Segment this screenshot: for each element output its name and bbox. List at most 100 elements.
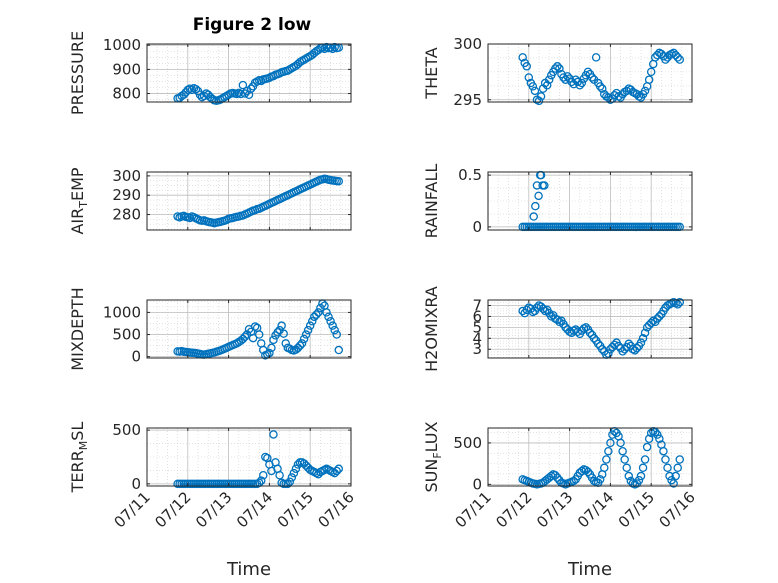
- axes-frame: [146, 427, 352, 487]
- data-point: [328, 44, 337, 54]
- data-point: [256, 476, 266, 485]
- data-point: [524, 73, 534, 82]
- y-axis-label-rest: LUX: [422, 421, 441, 452]
- data-point: [595, 475, 605, 484]
- y-axis-label: SUNFLUX: [422, 421, 444, 492]
- data-point: [640, 86, 650, 96]
- data-point: [651, 427, 660, 437]
- data-point: [616, 438, 625, 448]
- subplot-2: 295 300 THETA: [422, 35, 693, 109]
- data-point: [326, 316, 335, 326]
- y-axis-label: H2OMIXRA: [422, 286, 441, 372]
- data-point: [675, 55, 685, 64]
- data-point: [287, 473, 297, 482]
- data-point: [618, 446, 627, 456]
- y-tick-label: 0: [472, 475, 482, 493]
- data-point: [273, 328, 282, 337]
- data-point: [246, 84, 256, 93]
- data-point: [320, 44, 329, 54]
- y-tick-label: 0.5: [458, 166, 482, 184]
- data-point: [314, 45, 323, 55]
- y-axis-label-subscript: M: [77, 441, 90, 451]
- data-point: [653, 50, 662, 60]
- y-tick-label: 6: [472, 307, 482, 325]
- axes-frame: [487, 299, 693, 359]
- y-tick-label: 0: [131, 475, 141, 493]
- data-point: [632, 343, 642, 353]
- data-point: [575, 81, 585, 90]
- y-tick-label: 7: [472, 296, 482, 314]
- data-point: [638, 334, 648, 343]
- data-point: [577, 78, 587, 88]
- data-point: [634, 475, 644, 485]
- data-point: [655, 312, 664, 321]
- y-tick-label: 300: [112, 167, 141, 185]
- data-point: [569, 79, 578, 89]
- data-point: [638, 463, 648, 473]
- axes-frame: [146, 43, 352, 103]
- y-axis-label-subscript: T: [77, 201, 90, 209]
- x-axis-label: Time: [226, 559, 271, 580]
- data-point: [646, 318, 656, 328]
- data-point: [673, 463, 682, 473]
- data-point: [191, 84, 201, 94]
- data-point: [642, 442, 652, 452]
- axes-frame: [487, 427, 693, 487]
- data-point: [553, 315, 562, 324]
- data-point: [301, 330, 311, 339]
- data-point: [199, 91, 209, 101]
- y-tick-label: 1000: [103, 303, 141, 321]
- data-point: [583, 467, 593, 477]
- data-point: [285, 344, 295, 353]
- data-point: [195, 90, 205, 100]
- y-tick-label: 900: [112, 60, 141, 78]
- data-point: [185, 213, 195, 223]
- y-axis-label: TERRMSL: [68, 422, 90, 494]
- axes-frame: [146, 299, 352, 359]
- data-point: [248, 333, 258, 343]
- data-point: [305, 321, 315, 330]
- data-point: [312, 310, 321, 319]
- data-point: [644, 75, 654, 84]
- data-point: [559, 73, 568, 82]
- data-point: [330, 325, 339, 335]
- data-point: [281, 339, 290, 348]
- data-point: [179, 90, 188, 100]
- data-point: [538, 304, 548, 313]
- y-tick-label: 295: [453, 91, 482, 109]
- y-tick-label: 500: [453, 434, 482, 452]
- data-point: [640, 455, 650, 464]
- data-point: [640, 328, 650, 338]
- y-axis-label-rest: EMP: [68, 167, 87, 201]
- y-axis-label: AIRTEMP: [68, 167, 90, 234]
- data-point: [567, 77, 576, 87]
- y-axis-label-main: AIR: [68, 208, 87, 235]
- data-point: [285, 477, 295, 486]
- data-point: [529, 212, 538, 221]
- data-point: [250, 322, 260, 331]
- data-point: [563, 72, 572, 81]
- figure-title: Figure 2 low: [193, 15, 312, 35]
- data-point: [334, 464, 344, 474]
- data-point: [644, 434, 654, 444]
- y-tick-label: 800: [112, 85, 141, 103]
- axes-frame: [146, 171, 352, 231]
- data-point: [595, 82, 605, 91]
- data-series: [173, 174, 344, 228]
- data-point: [593, 339, 603, 349]
- data-point: [322, 308, 331, 317]
- data-point: [597, 84, 607, 93]
- data-point: [269, 335, 278, 345]
- subplot-4: 0 0.5 RAINFALL: [422, 164, 693, 238]
- data-point: [324, 312, 333, 322]
- data-point: [585, 328, 595, 338]
- data-point: [522, 62, 532, 71]
- y-tick-label: 280: [112, 206, 141, 224]
- data-point: [240, 89, 250, 98]
- y-axis-label: THETA: [422, 47, 441, 99]
- data-point: [528, 82, 538, 91]
- data-point: [620, 455, 629, 464]
- data-point: [636, 338, 646, 347]
- y-tick-label: 300: [453, 35, 482, 53]
